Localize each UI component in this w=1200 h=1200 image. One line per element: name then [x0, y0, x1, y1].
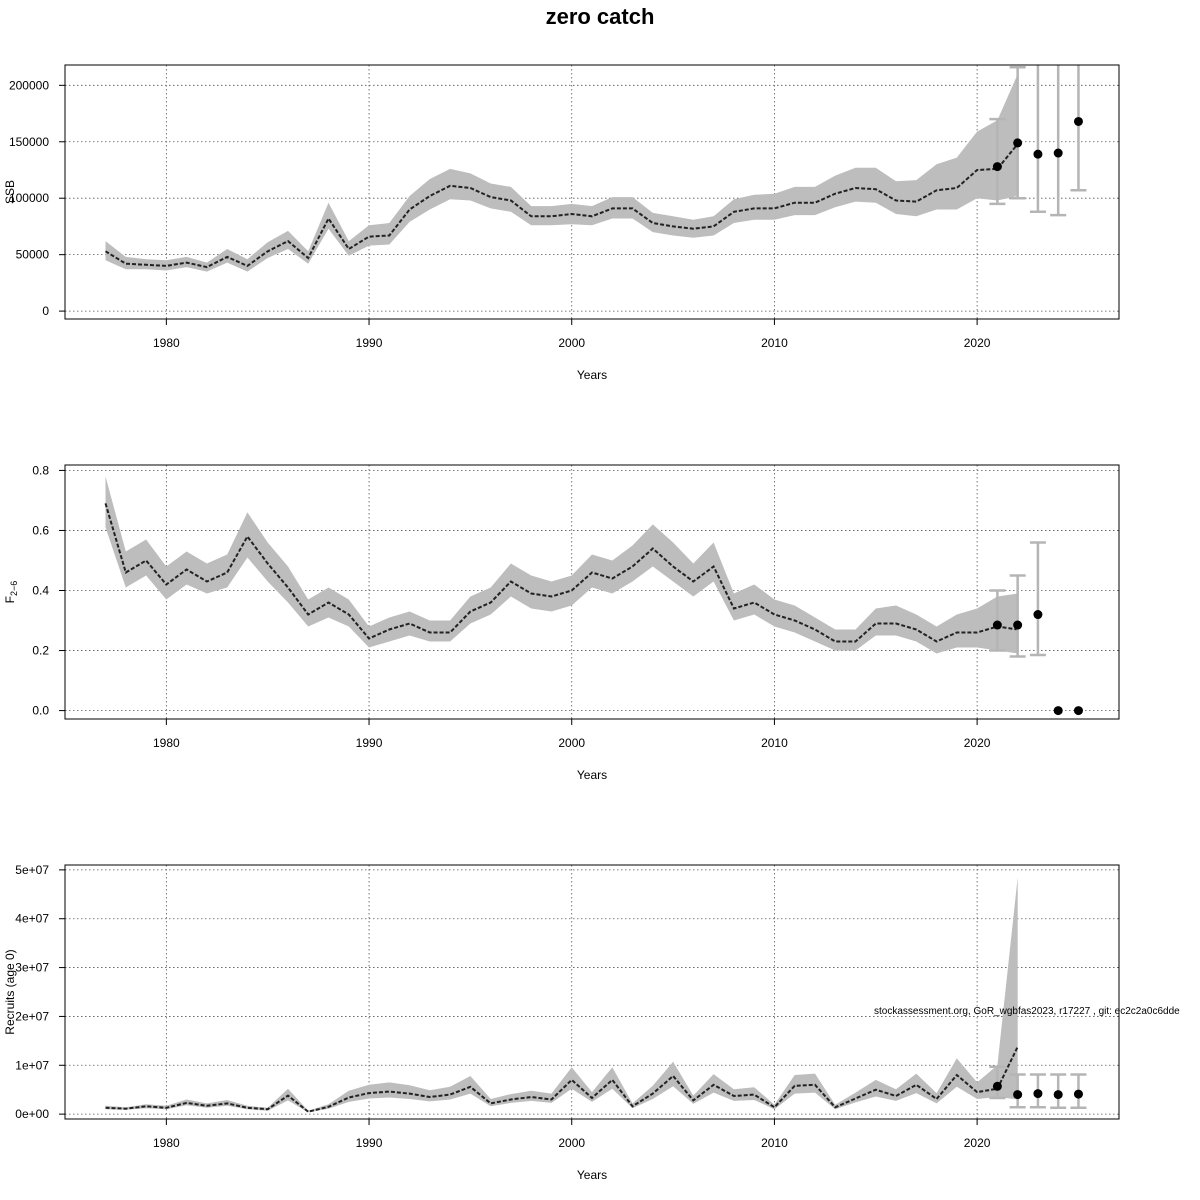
estimate-line [105, 1046, 1019, 1113]
forecast-point [1073, 1089, 1083, 1099]
x-tick-label: 2020 [964, 736, 991, 750]
x-axis-label: Years [577, 368, 607, 382]
x-tick-label: 1980 [153, 1136, 180, 1150]
x-tick-label: 1980 [153, 736, 180, 750]
y-tick-label: 5e+07 [15, 863, 49, 877]
forecast-errorbars [989, 541, 1046, 658]
forecast-point [1013, 1090, 1023, 1100]
forecast-point [1033, 1089, 1043, 1099]
panel-fbar: 1980 1990 2000 2010 2020 0.0 0.2 0.4 0.6 0.8 Years… [3, 463, 1120, 782]
x-tick-label: 2010 [761, 336, 788, 350]
confidence-band [105, 476, 1018, 654]
forecast-point [1013, 620, 1023, 630]
y-axis-label: SSB [3, 180, 17, 204]
y-tick-label: 0.4 [32, 583, 49, 597]
y-tick-label: 100000 [9, 191, 49, 205]
y-axis-label: F2−6 [3, 581, 19, 604]
estimate-line [104, 143, 1019, 269]
x-axis-label: Years [577, 1168, 607, 1182]
estimate-line [104, 503, 1018, 643]
confidence-band [105, 74, 1018, 272]
forecast-point [1033, 149, 1043, 159]
chart-title: zero catch [546, 4, 655, 29]
forecast-point [1013, 138, 1023, 148]
x-axis-label: Years [577, 768, 607, 782]
x-tick-label: 2020 [964, 336, 991, 350]
forecast-point [1073, 116, 1083, 126]
x-tick-label: 1990 [356, 1136, 383, 1150]
x-tick-label: 2020 [964, 1136, 991, 1150]
forecast-point [1053, 1090, 1063, 1100]
y-tick-label: 50000 [16, 248, 50, 262]
x-tick-label: 1990 [356, 736, 383, 750]
forecast-point [1053, 706, 1063, 716]
x-tick-label: 2010 [761, 736, 788, 750]
x-tick-label: 2000 [558, 1136, 585, 1150]
panel-recruits: 1980 1990 2000 2010 2020 0e+00 1e+07 2e+07 3e+07… [3, 863, 1120, 1182]
y-tick-label: 4e+07 [15, 912, 49, 926]
y-tick-label: 0.8 [32, 463, 49, 477]
x-tick-label: 1980 [153, 336, 180, 350]
x-tick-label: 2000 [558, 336, 585, 350]
y-tick-label: 0.2 [32, 644, 49, 658]
footnote: stockassessment.org, GoR_wgbfas2023, r17… [874, 1006, 1180, 1017]
y-tick-label: 1e+07 [15, 1058, 49, 1072]
forecast-point [1033, 610, 1043, 620]
panel-ssb: 1980 1990 2000 2010 2020 0 50000 100000 150000 20… [3, 64, 1120, 382]
y-tick-label: 0.0 [32, 704, 49, 718]
y-tick-label: 0e+00 [15, 1107, 49, 1121]
x-tick-label: 2000 [558, 736, 585, 750]
plot-frame [64, 464, 1120, 720]
forecast-point [992, 620, 1002, 630]
y-tick-label: 3e+07 [15, 961, 49, 975]
y-tick-label: 150000 [9, 135, 49, 149]
x-tick-label: 2010 [761, 1136, 788, 1150]
y-tick-label: 2e+07 [15, 1009, 49, 1023]
forecast-point [1053, 148, 1063, 158]
y-tick-label: 200000 [9, 78, 49, 92]
forecast-point [992, 162, 1002, 172]
y-axis-label: Recruits (age 0) [3, 949, 17, 1034]
plot-frame [64, 864, 1120, 1120]
y-tick-label: 0 [42, 304, 49, 318]
confidence-band [105, 877, 1018, 1113]
forecast-point [992, 1081, 1002, 1091]
y-tick-label: 0.6 [32, 523, 49, 537]
x-tick-label: 1990 [356, 336, 383, 350]
plot-frame [64, 64, 1120, 320]
forecast-point [1073, 706, 1083, 716]
